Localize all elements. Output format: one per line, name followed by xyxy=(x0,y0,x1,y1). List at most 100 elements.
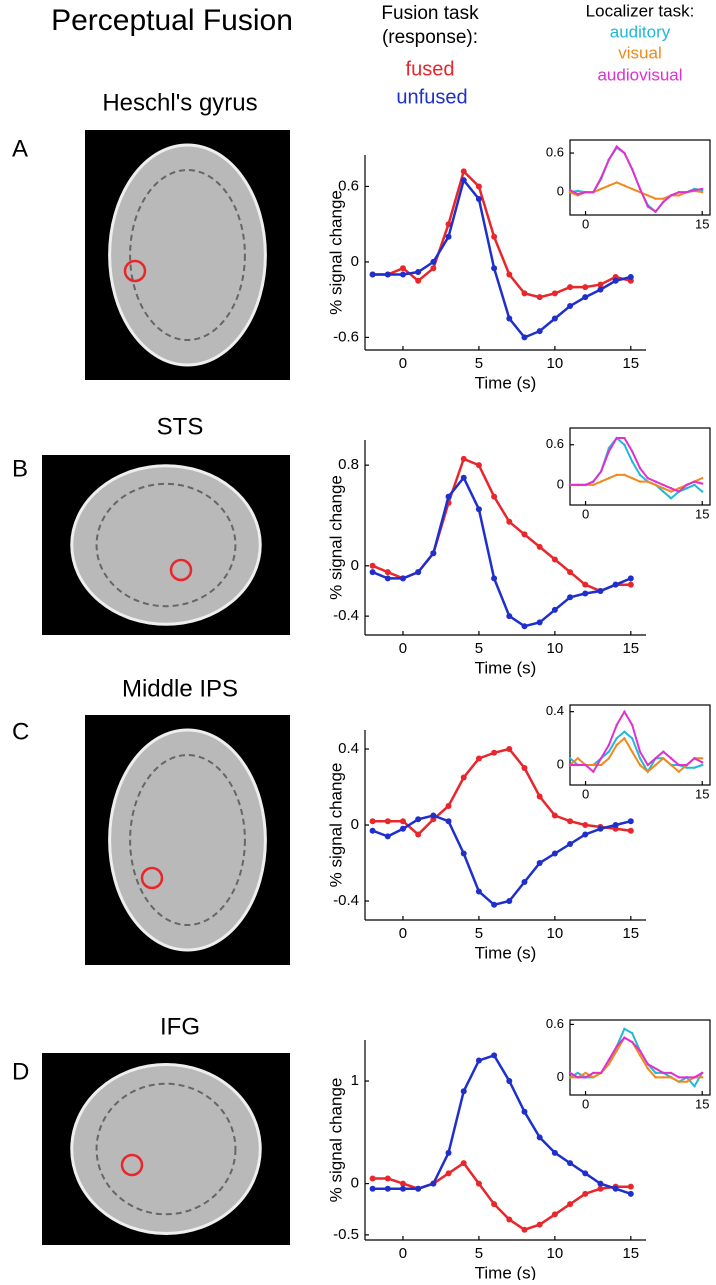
data-point xyxy=(445,818,452,825)
data-point-small xyxy=(701,187,704,191)
x-tick-label: 0 xyxy=(582,786,589,801)
data-point-small xyxy=(654,480,657,483)
data-point xyxy=(384,271,391,278)
data-point-small xyxy=(576,192,579,196)
data-point xyxy=(384,1175,391,1182)
panel-label: B xyxy=(12,455,28,482)
data-point xyxy=(399,265,406,272)
data-point xyxy=(384,575,391,582)
data-point-small xyxy=(631,460,634,463)
data-point xyxy=(491,493,498,500)
data-point xyxy=(582,1170,589,1177)
data-point xyxy=(399,1185,406,1192)
data-point-small xyxy=(592,190,595,194)
y-tick-label: 0.6 xyxy=(546,144,564,159)
data-point xyxy=(551,315,558,322)
x-tick-label: 10 xyxy=(547,1245,564,1262)
series-line xyxy=(569,144,703,214)
data-point-small xyxy=(646,1062,649,1066)
data-point xyxy=(521,1226,528,1233)
data-point-small xyxy=(677,763,681,767)
data-point-small xyxy=(631,750,634,753)
data-point-small xyxy=(638,473,642,477)
data-point xyxy=(445,1149,452,1156)
data-point-small xyxy=(677,490,681,493)
data-point-small xyxy=(615,743,618,747)
x-tick-label: 0 xyxy=(399,355,407,372)
data-point-small xyxy=(677,1080,681,1083)
panel-label: A xyxy=(12,135,28,162)
roi-marker xyxy=(140,866,164,890)
data-point-small xyxy=(693,480,696,483)
data-point-small xyxy=(584,483,587,487)
data-point xyxy=(491,1201,498,1208)
data-point-small xyxy=(607,757,611,760)
data-point-small xyxy=(592,763,595,767)
data-point xyxy=(415,269,422,275)
brain-texture xyxy=(129,754,246,926)
data-point xyxy=(399,1180,406,1187)
data-point xyxy=(567,284,574,291)
data-point-small xyxy=(646,770,649,773)
data-point-small xyxy=(685,1080,688,1083)
y-tick-label: -0.4 xyxy=(333,607,359,624)
data-point-small xyxy=(631,450,634,453)
data-point-small xyxy=(654,763,657,767)
data-point-small xyxy=(631,1032,634,1035)
x-axis-label: Time (s) xyxy=(475,1263,537,1280)
data-point-small xyxy=(615,436,618,440)
data-point-small xyxy=(693,766,696,769)
data-point-small xyxy=(615,1049,618,1053)
data-point xyxy=(536,328,543,335)
data-point xyxy=(521,879,528,885)
data-point-small xyxy=(701,1071,704,1075)
data-point-small xyxy=(685,1076,688,1079)
data-point-small xyxy=(646,763,649,767)
data-point xyxy=(445,221,452,228)
series-line xyxy=(570,437,703,493)
data-point-small xyxy=(599,1071,603,1075)
brain-slice xyxy=(108,143,267,367)
data-point xyxy=(536,543,543,550)
data-point xyxy=(445,1170,452,1177)
data-point-small xyxy=(693,189,696,192)
x-tick-label: 10 xyxy=(547,355,564,372)
data-point-small xyxy=(599,470,603,473)
data-point-small xyxy=(568,1071,572,1075)
x-tick-label: 0 xyxy=(582,506,589,521)
data-point-small xyxy=(654,1067,657,1070)
data-point xyxy=(399,825,406,832)
x-tick-label: 15 xyxy=(622,640,639,657)
data-point xyxy=(491,575,498,582)
brain-texture xyxy=(129,169,246,341)
data-point-small xyxy=(623,473,626,477)
data-point-small xyxy=(576,483,579,487)
data-point-small xyxy=(584,1076,587,1079)
data-point xyxy=(582,284,589,291)
data-point-small xyxy=(662,1076,665,1079)
data-point xyxy=(475,183,482,190)
legend-title: Fusion task (response): xyxy=(381,3,479,48)
y-tick-label: 0.4 xyxy=(546,703,564,718)
y-tick-label: -0.4 xyxy=(333,892,359,909)
y-axis-label: % signal change xyxy=(326,190,345,315)
data-point xyxy=(612,581,619,588)
data-point xyxy=(430,258,437,265)
data-point-small xyxy=(615,181,618,184)
data-point-small xyxy=(576,763,579,767)
figure-title: Perceptual Fusion xyxy=(51,4,293,37)
series-line xyxy=(372,1161,631,1232)
data-point xyxy=(582,822,589,828)
data-point-small xyxy=(607,450,611,453)
data-point xyxy=(551,850,558,857)
data-point-small xyxy=(599,480,603,483)
data-point-small xyxy=(568,763,572,767)
data-point xyxy=(612,277,619,284)
plot-frame xyxy=(569,139,711,216)
x-tick-label: 5 xyxy=(475,925,483,942)
data-point-small xyxy=(615,1045,618,1048)
data-point xyxy=(567,818,574,825)
data-point xyxy=(460,1088,467,1095)
data-point-small xyxy=(662,757,665,760)
data-point-small xyxy=(669,763,673,767)
